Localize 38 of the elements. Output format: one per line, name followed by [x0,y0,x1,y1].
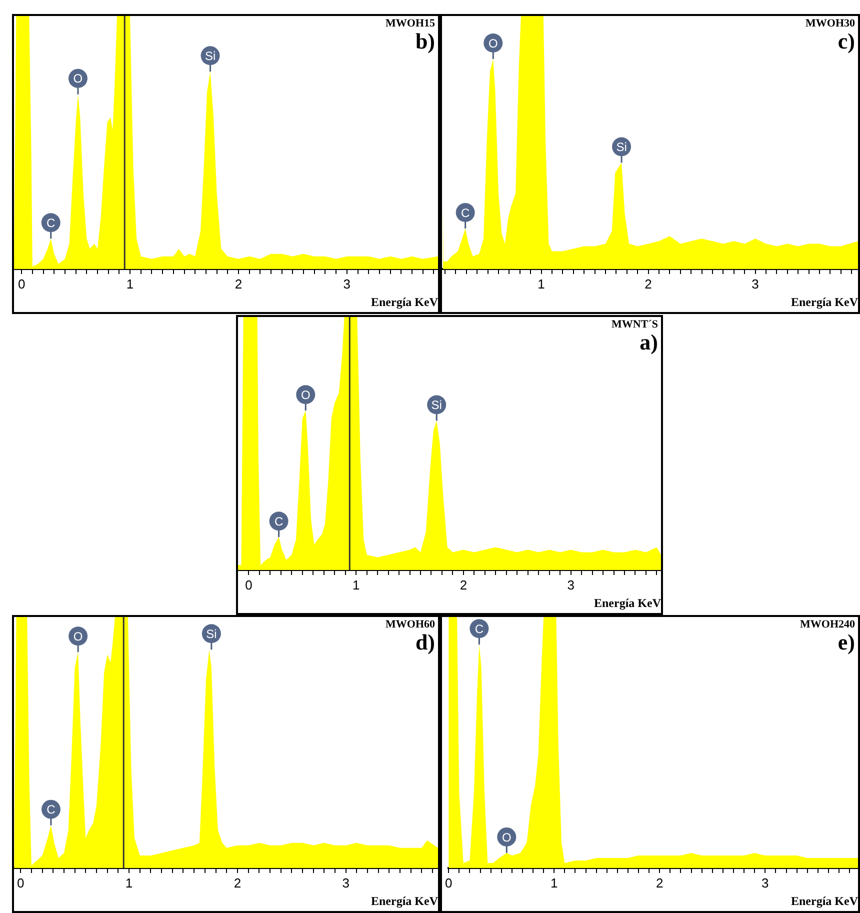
x-tick-label: 2 [656,875,664,890]
text: d) [415,630,435,655]
x-tick-label: 0 [445,875,452,890]
x-tick-label: 1 [352,577,360,592]
x-axis-title: Energía KeV [791,294,858,309]
chart-title: MWOH30 [806,17,856,30]
annotation: Si [616,140,627,154]
x-tick-label: 3 [762,875,769,890]
annotation: C [46,802,56,817]
x-tick-label: 3 [343,276,351,292]
x-tick-label: 1 [550,875,558,890]
annotation: O [502,830,512,844]
x-tick-label: 3 [567,577,574,592]
x-tick-label: 2 [234,875,242,890]
annotation: O [488,36,498,50]
annotation: C [460,206,470,220]
x-axis-title: Energía KeV [594,596,662,610]
annotation: Si [206,626,217,641]
x-tick-label: 0 [17,875,24,890]
x-tick-label: 1 [126,276,134,292]
x-axis-title: Energía KeV [371,294,438,309]
x-tick-label: 2 [234,276,242,292]
x-tick-label: 0 [245,577,252,592]
annotation: O [73,629,83,644]
annotation: C [474,622,484,636]
x-tick-label: 0 [18,276,26,292]
x-axis-title: Energía KeV [371,894,438,908]
x-axis-title: Energía KeV [791,894,858,908]
x-tick-label: 2 [460,577,468,592]
chart-title: MWOH60 [386,618,436,630]
x-tick-label: 3 [752,276,759,292]
text: c) [838,28,855,54]
x-tick-label: 3 [342,875,350,890]
x-tick-label: 2 [644,276,652,292]
x-tick-label: 1 [125,875,133,890]
x-tick-label: 1 [538,276,545,292]
text: e) [838,630,855,655]
chart-title: MWOH240 [800,618,856,630]
